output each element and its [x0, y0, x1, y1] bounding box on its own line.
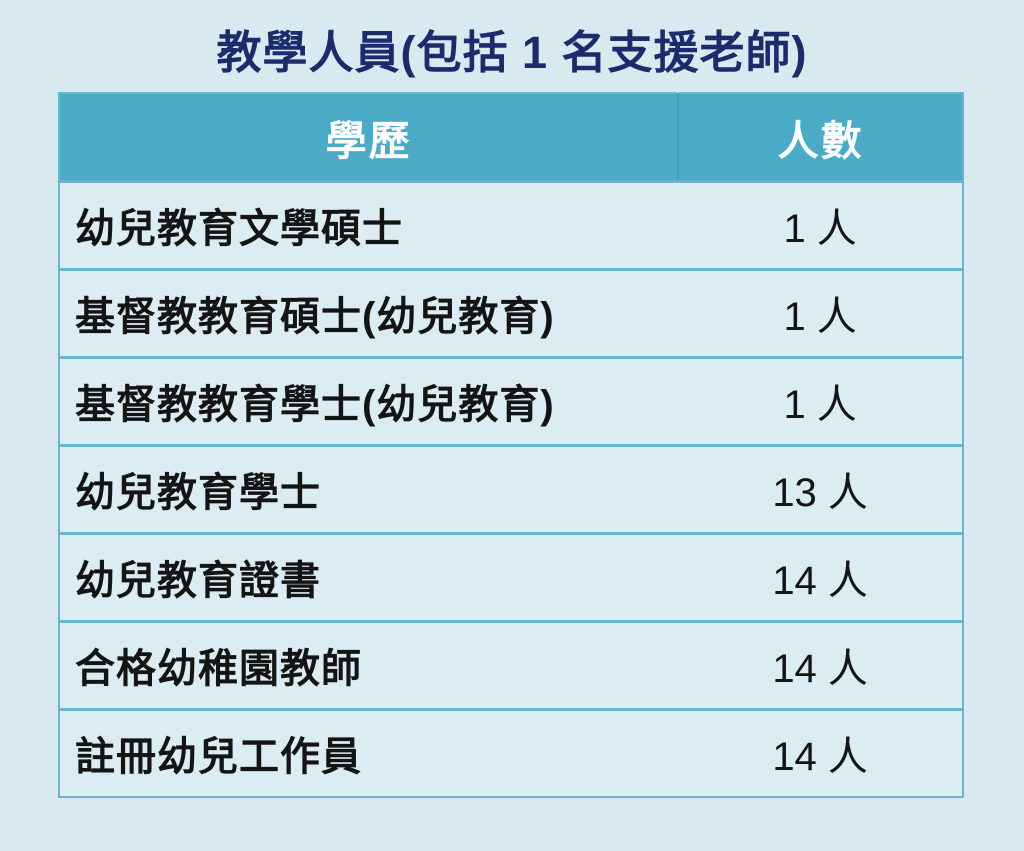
count-cell: 13 人	[678, 443, 963, 533]
column-header-count: 人數	[677, 93, 963, 181]
count-cell: 14 人	[678, 531, 963, 621]
qualification-cell: 幼兒教育證書	[59, 531, 679, 621]
column-header-qualification: 學歷	[59, 93, 679, 181]
page-title: 教學人員(包括 1 名支援老師)	[216, 27, 808, 78]
table-row: 幼兒教育學士 13 人	[59, 443, 963, 533]
table-row: 幼兒教育文學碩士 1 人	[59, 179, 963, 269]
teaching-staff-table: 學歷 人數 幼兒教育文學碩士 1 人 基督教教育碩士(幼兒教育) 1 人 基督教…	[58, 92, 964, 798]
table-row: 基督教教育碩士(幼兒教育) 1 人	[59, 267, 963, 357]
count-cell: 1 人	[678, 267, 963, 357]
table-row: 註冊幼兒工作員 14 人	[59, 707, 963, 797]
qualification-cell: 註冊幼兒工作員	[59, 707, 679, 797]
table-header-row: 學歷 人數	[59, 93, 963, 181]
qualification-cell: 基督教教育學士(幼兒教育)	[59, 355, 679, 445]
count-cell: 1 人	[678, 355, 963, 445]
table-row: 幼兒教育證書 14 人	[59, 531, 963, 621]
qualification-cell: 合格幼稚園教師	[59, 619, 679, 709]
qualification-cell: 幼兒教育文學碩士	[59, 179, 679, 269]
count-cell: 14 人	[678, 619, 963, 709]
qualification-cell: 幼兒教育學士	[59, 443, 679, 533]
table-row: 合格幼稚園教師 14 人	[59, 619, 963, 709]
qualification-cell: 基督教教育碩士(幼兒教育)	[59, 267, 679, 357]
count-cell: 14 人	[678, 707, 963, 797]
table-row: 基督教教育學士(幼兒教育) 1 人	[59, 355, 963, 445]
count-cell: 1 人	[678, 179, 963, 269]
